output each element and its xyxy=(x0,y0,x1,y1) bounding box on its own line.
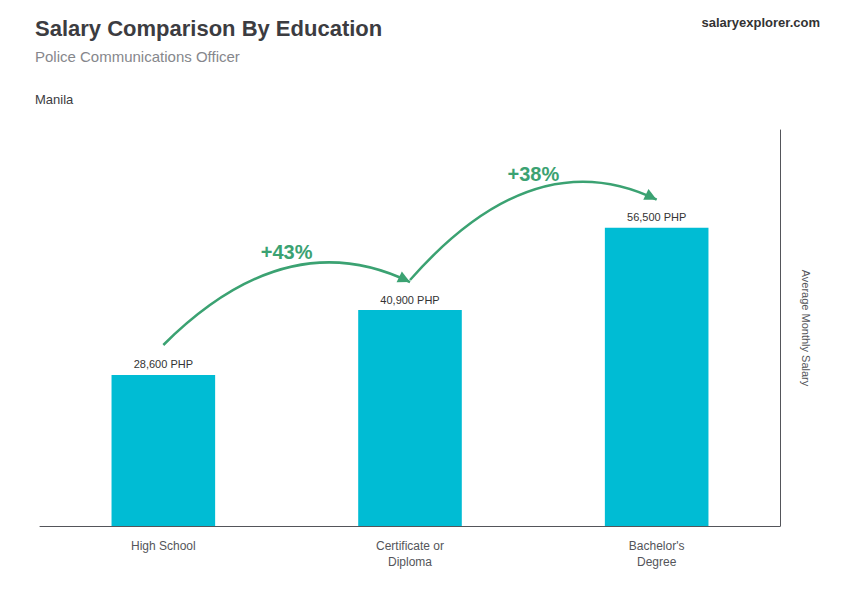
svg-text:Diploma: Diploma xyxy=(388,555,432,569)
svg-text:Salary Comparison By Education: Salary Comparison By Education xyxy=(35,16,382,41)
svg-text:Certificate or: Certificate or xyxy=(376,539,444,553)
svg-text:+43%: +43% xyxy=(261,241,313,263)
svg-text:28,600 PHP: 28,600 PHP xyxy=(134,358,193,370)
svg-text:Police Communications Officer: Police Communications Officer xyxy=(35,48,240,65)
svg-text:+38%: +38% xyxy=(507,163,559,185)
svg-text:56,500 PHP: 56,500 PHP xyxy=(627,211,686,223)
svg-text:Bachelor's: Bachelor's xyxy=(629,539,685,553)
svg-text:salaryexplorer.com: salaryexplorer.com xyxy=(701,15,820,30)
svg-text:40,900 PHP: 40,900 PHP xyxy=(380,294,439,306)
svg-text:Degree: Degree xyxy=(637,555,677,569)
svg-text:Manila: Manila xyxy=(35,92,74,107)
svg-text:Average Monthly Salary: Average Monthly Salary xyxy=(800,270,812,387)
svg-text:High School: High School xyxy=(131,539,196,553)
